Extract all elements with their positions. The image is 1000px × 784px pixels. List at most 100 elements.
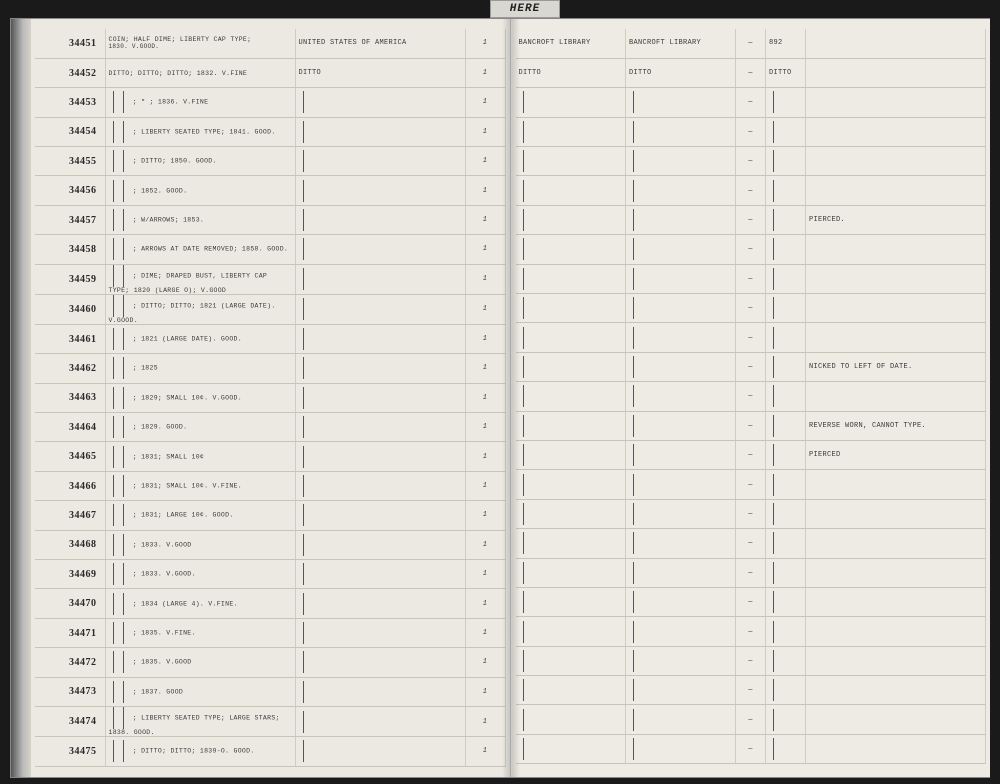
year-col <box>766 676 806 705</box>
owner-2 <box>626 705 736 734</box>
note: Nicked to left of date. <box>806 352 986 381</box>
dash-col: — <box>736 382 766 411</box>
origin <box>295 117 465 146</box>
year-col <box>766 323 806 352</box>
table-row: 34458 ; Arrows at date removed; 1858. Go… <box>35 235 505 264</box>
owner-2 <box>626 117 736 146</box>
dash-col: — <box>736 117 766 146</box>
catalog-id: 34460 <box>35 294 105 324</box>
origin <box>295 88 465 117</box>
dash-col: — <box>736 558 766 587</box>
origin <box>295 147 465 176</box>
year-col <box>766 646 806 675</box>
origin <box>295 471 465 500</box>
table-row: — <box>516 676 986 705</box>
catalog-id: 34459 <box>35 264 105 294</box>
table-row: 34454 ; Liberty seated type; 1841. Good.… <box>35 117 505 146</box>
table-row: — <box>516 294 986 323</box>
note <box>806 88 986 117</box>
origin <box>295 618 465 647</box>
dash-col: — <box>736 264 766 293</box>
description: ; Liberty seated type; 1841. Good. <box>105 117 295 146</box>
origin <box>295 413 465 442</box>
owner-2 <box>626 235 736 264</box>
description: Ditto; ditto; ditto; 1832. V.Fine <box>105 58 295 87</box>
owner-2 <box>626 587 736 616</box>
owner-1 <box>516 205 626 234</box>
table-row: — <box>516 264 986 293</box>
dash-col: — <box>736 617 766 646</box>
owner-1 <box>516 529 626 558</box>
description: ; w/arrows; 1853. <box>105 205 295 234</box>
quantity: 1 <box>465 294 505 324</box>
table-row: — <box>516 147 986 176</box>
table-row: 34468 ; 1833. V.Good1 <box>35 530 505 559</box>
dash-col: — <box>736 147 766 176</box>
year-col <box>766 88 806 117</box>
table-row: 34463 ; 1829; small 10¢. V.Good.1 <box>35 383 505 412</box>
owner-2 <box>626 205 736 234</box>
origin <box>295 442 465 471</box>
year-col <box>766 117 806 146</box>
catalog-id: 34466 <box>35 471 105 500</box>
table-row: — <box>516 382 986 411</box>
owner-2 <box>626 411 736 440</box>
origin <box>295 737 465 766</box>
origin <box>295 530 465 559</box>
dash-col: — <box>736 58 766 87</box>
note <box>806 558 986 587</box>
owner-1 <box>516 382 626 411</box>
description: ; Liberty seated type; large stars; 1838… <box>105 706 295 736</box>
owner-2: Bancroft Library <box>626 29 736 58</box>
table-row: 34471 ; 1835. V.Fine.1 <box>35 618 505 647</box>
left-table: 34451Coin; half dime; Liberty cap type;1… <box>35 29 506 767</box>
owner-2 <box>626 294 736 323</box>
note <box>806 235 986 264</box>
description: ; 1831; large 10¢. Good. <box>105 501 295 530</box>
table-row: — <box>516 646 986 675</box>
note <box>806 529 986 558</box>
year-col <box>766 147 806 176</box>
description: ; 1852. Good. <box>105 176 295 205</box>
owner-1 <box>516 587 626 616</box>
year-col <box>766 499 806 528</box>
quantity: 1 <box>465 29 505 58</box>
owner-1 <box>516 176 626 205</box>
table-row: — <box>516 470 986 499</box>
catalog-id: 34458 <box>35 235 105 264</box>
dash-col: — <box>736 205 766 234</box>
quantity: 1 <box>465 205 505 234</box>
origin <box>295 324 465 353</box>
origin <box>295 560 465 589</box>
description: ; 1831; small 10¢. V.Fine. <box>105 471 295 500</box>
dash-col: — <box>736 440 766 469</box>
description: ; 1829; small 10¢. V.Good. <box>105 383 295 412</box>
owner-1: Ditto <box>516 58 626 87</box>
quantity: 1 <box>465 383 505 412</box>
catalog-id: 34473 <box>35 677 105 706</box>
note <box>806 646 986 675</box>
table-row: 34457 ; w/arrows; 1853. 1 <box>35 205 505 234</box>
year-col <box>766 294 806 323</box>
owner-1 <box>516 440 626 469</box>
catalog-id: 34474 <box>35 706 105 736</box>
origin <box>295 501 465 530</box>
quantity: 1 <box>465 737 505 766</box>
quantity: 1 <box>465 147 505 176</box>
table-row: — <box>516 558 986 587</box>
owner-1 <box>516 117 626 146</box>
dash-col: — <box>736 352 766 381</box>
description: ; " ; 1836. V.Fine <box>105 88 295 117</box>
owner-2 <box>626 470 736 499</box>
owner-2 <box>626 88 736 117</box>
origin: United States of America <box>295 29 465 58</box>
description: ; 1833. V.Good. <box>105 560 295 589</box>
owner-2 <box>626 499 736 528</box>
table-row: 34475 ; Ditto; ditto; 1839-O. Good.1 <box>35 737 505 766</box>
dash-col: — <box>736 29 766 58</box>
owner-1 <box>516 705 626 734</box>
catalog-id: 34457 <box>35 205 105 234</box>
quantity: 1 <box>465 58 505 87</box>
quantity: 1 <box>465 589 505 618</box>
quantity: 1 <box>465 618 505 647</box>
